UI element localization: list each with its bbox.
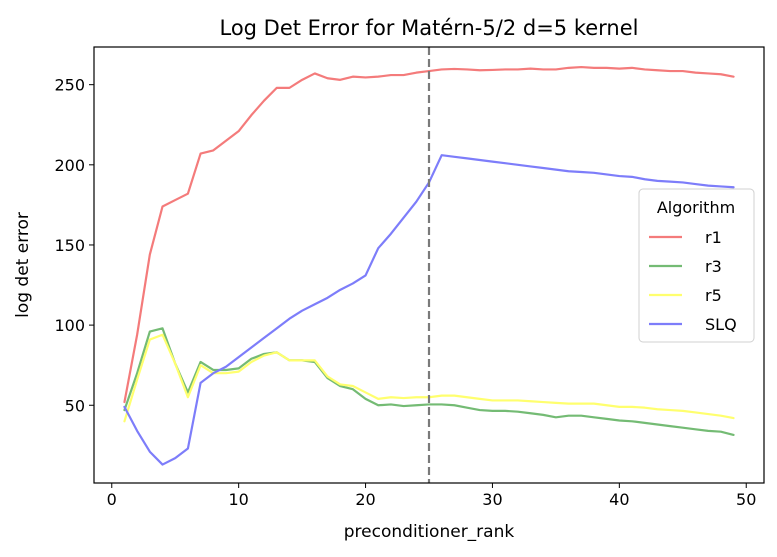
y-tick-label: 100 bbox=[54, 316, 85, 335]
x-tick-label: 30 bbox=[482, 490, 502, 509]
y-tick-label: 200 bbox=[54, 156, 85, 175]
x-tick-label: 50 bbox=[736, 490, 756, 509]
legend-title: Algorithm bbox=[657, 198, 735, 217]
y-axis-label: log det error bbox=[13, 212, 33, 318]
axes-frame bbox=[93, 46, 765, 484]
y-tick-label: 250 bbox=[54, 76, 85, 95]
series-line-r3 bbox=[123, 327, 735, 437]
x-tick-label: 0 bbox=[107, 490, 117, 509]
legend-label-slq: SLQ bbox=[705, 315, 737, 334]
x-tick-label: 20 bbox=[355, 490, 375, 509]
x-tick-label: 40 bbox=[609, 490, 629, 509]
chart-title: Log Det Error for Matérn-5/2 d=5 kernel bbox=[220, 16, 639, 40]
legend: Algorithm r1 r3 r5 SLQ bbox=[638, 188, 755, 343]
legend-label-r5: r5 bbox=[705, 286, 722, 305]
y-tick-label: 150 bbox=[54, 236, 85, 255]
x-tick-label: 10 bbox=[228, 490, 248, 509]
legend-label-r3: r3 bbox=[705, 257, 722, 276]
legend-box bbox=[638, 188, 755, 343]
plot-area bbox=[123, 47, 735, 483]
legend-label-r1: r1 bbox=[705, 228, 722, 247]
y-tick-label: 50 bbox=[65, 396, 85, 415]
x-axis-label: preconditioner_rank bbox=[344, 522, 515, 542]
axis-ticks: 0 10 20 30 40 50 50 100 150 200 250 bbox=[54, 76, 756, 509]
